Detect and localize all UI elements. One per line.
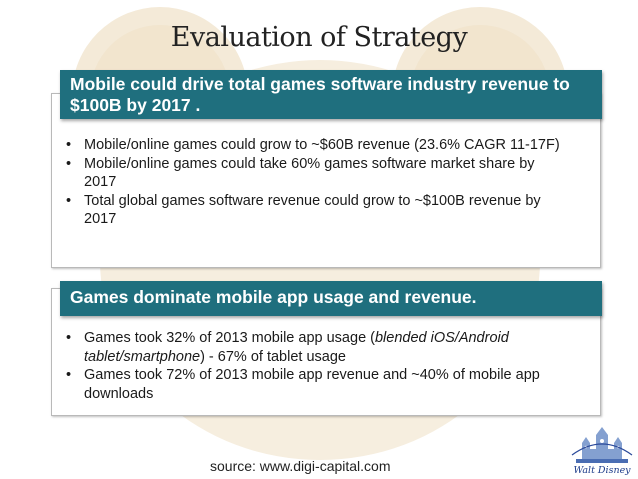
list-item: • Games took 32% of 2013 mobile app usage…: [66, 330, 509, 365]
source-caption: source: www.digi-capital.com: [210, 458, 391, 474]
svg-text:Walt Disney: Walt Disney: [573, 465, 631, 476]
bullet-list: • Games took 32% of 2013 mobile app usage…: [66, 329, 570, 403]
bullet-icon: •: [66, 155, 72, 172]
list-item: • Mobile/online games could grow to ~$60B…: [66, 137, 560, 153]
list-item: • Mobile/online games could take 60% game…: [66, 155, 535, 191]
bullet-icon: •: [66, 330, 72, 346]
panel-games-dominate: Games dominate mobile app usage and reve…: [51, 281, 602, 416]
list-item: • Total global games software revenue cou…: [66, 192, 541, 228]
disney-castle-logo: Walt Disney: [568, 425, 636, 477]
list-item: • Games took 72% of 2013 mobile app reven…: [66, 367, 540, 402]
bullet-icon: •: [66, 367, 72, 383]
panel-heading: Games dominate mobile app usage and reve…: [60, 281, 602, 316]
bullet-icon: •: [66, 192, 72, 209]
panel-heading: Mobile could drive total games software …: [60, 70, 602, 119]
bullet-icon: •: [66, 137, 72, 153]
bullet-list: • Mobile/online games could grow to ~$60B…: [66, 136, 570, 229]
page-title: Evaluation of Strategy: [170, 22, 468, 53]
panel-mobile-revenue: Mobile could drive total games software …: [51, 70, 602, 268]
